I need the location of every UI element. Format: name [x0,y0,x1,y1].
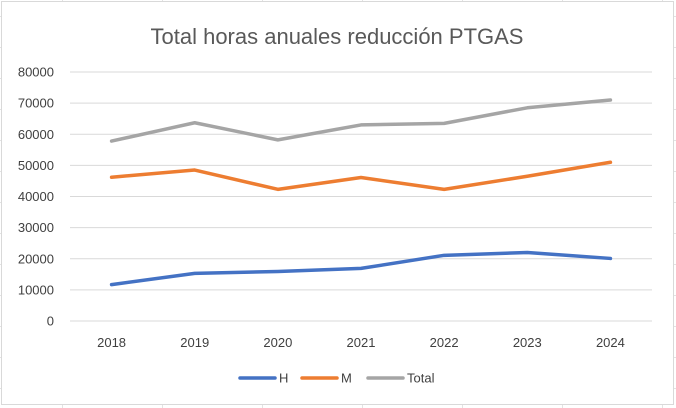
x-tick-label: 2023 [513,335,542,350]
series-line-total[interactable] [109,98,613,143]
y-tick-label: 60000 [18,127,54,142]
data-point-m[interactable] [359,176,363,180]
legend-item-h[interactable]: H [238,371,288,386]
data-point-h[interactable] [608,256,612,260]
legend-label: H [279,371,288,386]
data-point-h[interactable] [442,253,446,257]
data-point-total[interactable] [608,98,612,102]
legend-label: M [341,371,352,386]
data-point-h[interactable] [110,283,114,287]
y-tick-label: 30000 [18,220,54,235]
data-point-total[interactable] [525,106,529,110]
legend-label: Total [407,371,435,386]
y-tick-label: 40000 [18,189,54,204]
data-point-h[interactable] [359,266,363,270]
series-lines [109,98,613,287]
data-point-total[interactable] [359,123,363,127]
y-tick-label: 10000 [18,282,54,297]
legend-item-total[interactable]: Total [366,371,435,386]
data-point-h[interactable] [525,251,529,255]
data-point-m[interactable] [608,160,612,164]
data-point-m[interactable] [442,187,446,191]
legend-item-m[interactable]: M [300,371,352,386]
x-tick-label: 2019 [180,335,209,350]
x-tick-label: 2022 [430,335,459,350]
data-point-total[interactable] [276,138,280,142]
y-tick-label: 20000 [18,251,54,266]
data-point-m[interactable] [525,174,529,178]
legend[interactable]: H M Total [238,371,435,386]
x-tick-label: 2024 [596,335,625,350]
y-tick-label: 70000 [18,96,54,111]
series-line-m[interactable] [109,160,613,192]
data-point-total[interactable] [193,121,197,125]
x-tick-label: 2021 [347,335,376,350]
data-point-m[interactable] [110,175,114,179]
data-point-m[interactable] [193,168,197,172]
data-point-h[interactable] [276,270,280,274]
series-line-h[interactable] [109,250,613,287]
x-tick-label: 2018 [97,335,126,350]
data-point-h[interactable] [193,271,197,275]
y-tick-label: 50000 [18,158,54,173]
data-point-total[interactable] [110,139,114,143]
x-axis-labels: 2018 2019 2020 2021 2022 2023 2024 [97,335,625,350]
data-point-total[interactable] [442,121,446,125]
y-axis-labels: 0 10000 20000 30000 40000 50000 60000 70000 8000… [18,65,54,329]
gridlines [70,71,652,322]
x-tick-label: 2020 [263,335,292,350]
y-tick-label: 80000 [18,65,54,80]
y-tick-label: 0 [47,314,54,329]
data-point-m[interactable] [276,187,280,191]
chart-title: Total horas anuales reducción PTGAS [151,24,524,49]
